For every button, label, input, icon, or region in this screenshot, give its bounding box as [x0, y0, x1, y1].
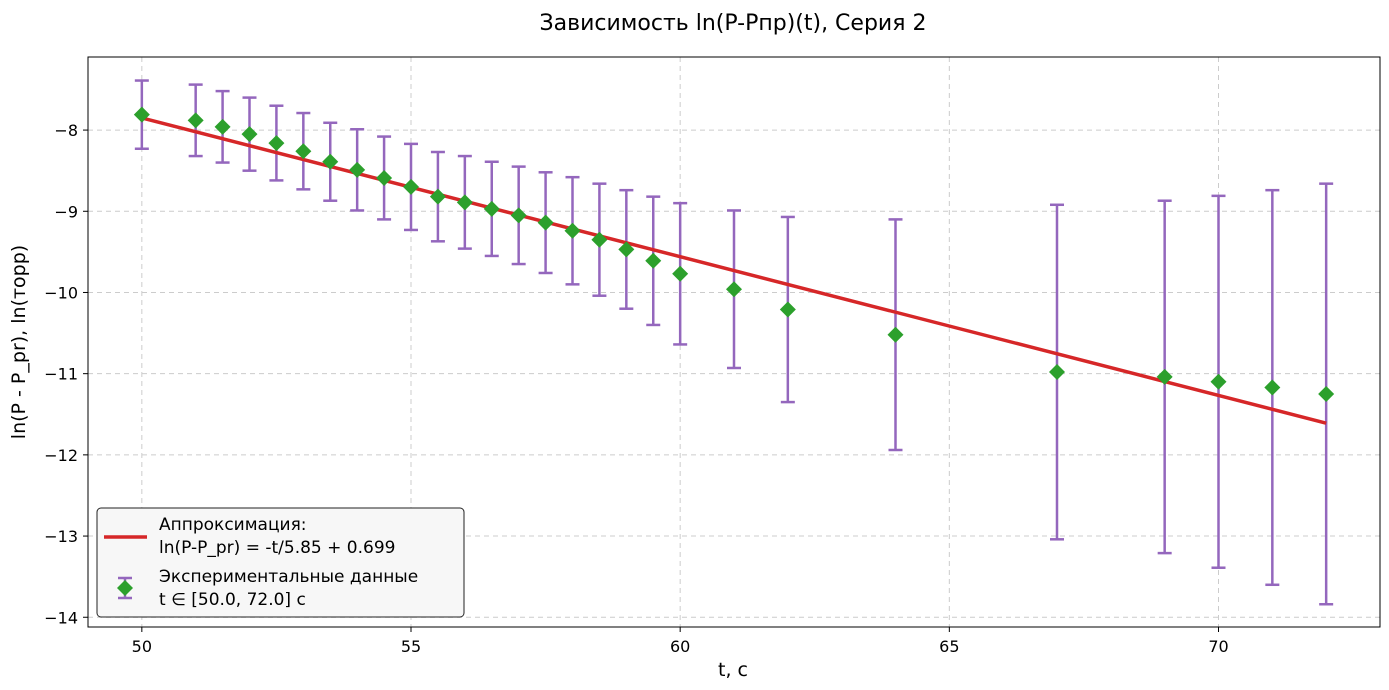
data-point	[887, 326, 904, 343]
data-point	[376, 169, 393, 186]
x-tick-label: 55	[401, 637, 421, 656]
data-point	[133, 106, 150, 123]
data-point	[349, 161, 366, 178]
y-tick-label: −9	[54, 202, 78, 221]
data-point	[672, 265, 689, 282]
data-point	[1318, 385, 1335, 402]
legend-fit-label-line2: ln(P-P_pr) = -t/5.85 + 0.699	[159, 538, 395, 558]
fit-line	[141, 116, 1327, 425]
data-point	[1049, 364, 1065, 381]
data-point	[1264, 379, 1281, 396]
data-point	[537, 214, 554, 231]
plot-frame	[87, 56, 1381, 628]
data-point	[214, 118, 231, 135]
data-point	[645, 252, 662, 269]
data-point	[403, 178, 419, 195]
y-tick-label: −13	[44, 527, 78, 546]
y-tick-label: −8	[54, 121, 78, 140]
data-point	[510, 207, 527, 224]
legend: Аппроксимация: ln(P-P_pr) = -t/5.85 + 0.…	[96, 507, 465, 618]
legend-fit-label-line1: Аппроксимация:	[159, 515, 307, 535]
x-tick-label: 65	[939, 637, 959, 656]
data-point	[456, 194, 473, 211]
data-point	[779, 301, 796, 318]
data-point	[591, 231, 608, 248]
y-axis-title: ln(P - P_pr), ln(торр)	[8, 245, 30, 439]
fit-line-group	[141, 116, 1327, 425]
y-tick-label: −10	[44, 283, 78, 302]
x-tick-label: 70	[1208, 637, 1228, 656]
x-tick-label: 60	[670, 637, 690, 656]
data-point	[483, 200, 500, 217]
data-point	[322, 153, 339, 170]
data-point	[618, 241, 635, 258]
data-points	[133, 106, 1335, 402]
x-axis-ticks: 50 55 60 65 70	[132, 627, 1229, 656]
x-tick-label: 50	[132, 637, 152, 656]
data-point	[295, 143, 312, 160]
y-axis-ticks: −8 −9 −10 −11 −12 −13 −14	[44, 121, 88, 627]
data-point	[187, 112, 204, 129]
legend-points-label-line1: Экспериментальные данные	[159, 567, 418, 587]
y-tick-label: −11	[44, 365, 78, 384]
data-point	[564, 222, 581, 239]
legend-points-swatch	[117, 576, 133, 600]
chart-title: Зависимость ln(P-Pпр)(t), Серия 2	[540, 11, 927, 36]
data-point	[1156, 368, 1173, 385]
legend-box	[96, 507, 465, 618]
data-point	[241, 126, 258, 143]
y-tick-label: −14	[44, 608, 78, 627]
data-point	[429, 188, 446, 205]
data-point	[1210, 373, 1227, 390]
data-point	[268, 135, 285, 152]
data-point	[726, 281, 742, 298]
legend-points-label-line2: t ∈ [50.0, 72.0] c	[159, 590, 306, 610]
x-axis-title: t, c	[718, 659, 748, 681]
y-tick-label: −12	[44, 446, 78, 465]
